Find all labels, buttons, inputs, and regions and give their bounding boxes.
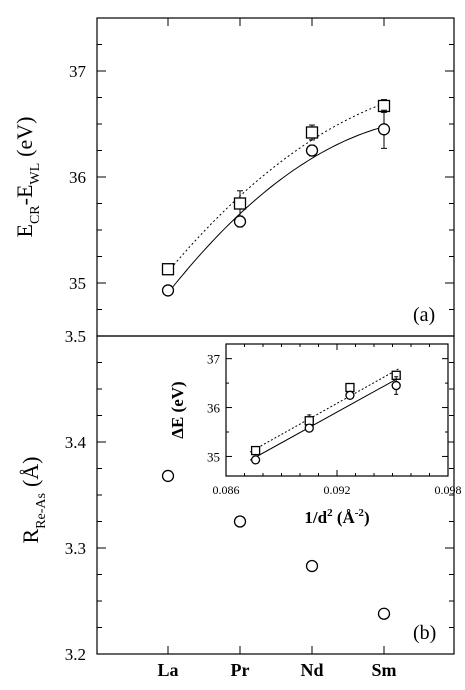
panel-a-point-square bbox=[305, 126, 319, 139]
inset-point-circle bbox=[250, 455, 261, 465]
panel-b-points bbox=[161, 469, 391, 620]
inset-points bbox=[250, 370, 401, 465]
inset-point-circle bbox=[345, 390, 355, 400]
panel-a-point-circle bbox=[161, 284, 175, 297]
panel-b-ylabel: RRe-As (Å) bbox=[18, 456, 49, 543]
panel-a-ytick-label: 36 bbox=[69, 168, 86, 187]
panel-a-ylabel: ECR-EWL (eV) bbox=[12, 117, 43, 238]
inset-xlabel-sup: 2 bbox=[327, 507, 333, 519]
panel-b-ytick-label: 3.4 bbox=[65, 433, 87, 452]
panel-a-ylabel-sub1: CR bbox=[28, 205, 43, 224]
inset-ylabel: ΔE (eV) bbox=[168, 381, 187, 438]
panel-a-point-square bbox=[233, 197, 247, 210]
category-label-nd: Nd bbox=[300, 660, 323, 680]
panel-b: 3.2 3.3 3.4 3.5 La Pr Nd Sm (b) RRe-As (Å) bbox=[18, 327, 455, 680]
inset-xtick-label: 0.092 bbox=[324, 483, 351, 497]
panel-a-ticks: 35 36 37 bbox=[69, 17, 454, 337]
panel-a-point-circle bbox=[377, 123, 391, 136]
panel-b-ylabel-unit: (Å) bbox=[18, 456, 43, 487]
panel-b-ytick-label: 3.3 bbox=[65, 539, 86, 558]
panel-a-point-circle bbox=[305, 144, 319, 157]
inset-xlabel-close: ) bbox=[364, 508, 370, 527]
inset-chart: 0.086 0.092 0.098 35 36 37 ΔE (eV) 1/d2 (Å-2) bbox=[168, 343, 462, 527]
panel-a-frame bbox=[96, 17, 455, 337]
panel-a-label: (a) bbox=[413, 304, 435, 326]
panel-b-ticks: 3.2 3.3 3.4 3.5 bbox=[65, 327, 454, 664]
inset-xlabel-unit-sup: -2 bbox=[355, 507, 365, 519]
panel-a-fit-line-0 bbox=[167, 103, 385, 273]
inset-xlabel-main: 1/d bbox=[304, 508, 327, 527]
inset-point-circle bbox=[391, 380, 401, 391]
category-label-la: La bbox=[157, 660, 178, 680]
panel-a-ylabel-unit: (eV) bbox=[12, 117, 37, 157]
category-label-sm: Sm bbox=[371, 660, 396, 680]
panel-b-point-circle bbox=[377, 607, 391, 620]
inset-ytick-label: 37 bbox=[207, 352, 221, 367]
inset-xlabel-unit: (Å bbox=[333, 508, 356, 527]
panel-b-category-labels: La Pr Nd Sm bbox=[157, 660, 396, 680]
panel-b-ytick-label: 3.2 bbox=[65, 645, 86, 664]
panel-a-ytick-label: 35 bbox=[69, 274, 86, 293]
inset-ytick-label: 35 bbox=[207, 449, 220, 464]
inset-fit-line-1 bbox=[249, 376, 401, 461]
inset-point-circle bbox=[304, 423, 314, 433]
panel-b-ylabel-main: R bbox=[18, 529, 43, 544]
inset-point-square bbox=[345, 382, 355, 393]
panel-a-ylabel-mid: -E bbox=[12, 185, 37, 206]
panel-b-point-circle bbox=[233, 515, 247, 528]
panel-a-fit-lines bbox=[167, 103, 385, 294]
panel-a: 35 36 37 (a) ECR-EWL (eV) bbox=[12, 17, 455, 337]
panel-b-ytick-label: 3.5 bbox=[65, 327, 86, 346]
panel-a-ylabel-sub2: WL bbox=[28, 163, 43, 185]
inset-point-square bbox=[250, 445, 261, 456]
panel-b-point-circle bbox=[161, 469, 175, 483]
inset-ytick-label: 36 bbox=[207, 401, 221, 416]
category-label-pr: Pr bbox=[231, 660, 250, 680]
panel-a-ytick-label: 37 bbox=[69, 62, 87, 81]
inset-ticks: 0.086 0.092 0.098 35 36 37 bbox=[207, 344, 462, 497]
panel-a-points bbox=[161, 99, 391, 297]
panel-a-point-square bbox=[161, 263, 175, 276]
panel-a-fit-line-1 bbox=[167, 126, 385, 294]
inset-frame bbox=[225, 343, 449, 477]
inset-xlabel: 1/d2 (Å-2) bbox=[304, 507, 369, 527]
inset-xtick-label: 0.086 bbox=[213, 483, 240, 497]
inset-fit-lines bbox=[249, 367, 401, 461]
panel-b-point-circle bbox=[305, 559, 319, 573]
panel-b-label: (b) bbox=[413, 622, 436, 644]
panel-a-ylabel-main: E bbox=[12, 224, 37, 237]
panel-a-point-circle bbox=[233, 215, 247, 228]
inset-fit-line-0 bbox=[249, 367, 401, 453]
inset-xtick-label: 0.098 bbox=[435, 483, 462, 497]
panel-b-ylabel-sub: Re-As bbox=[34, 493, 49, 529]
